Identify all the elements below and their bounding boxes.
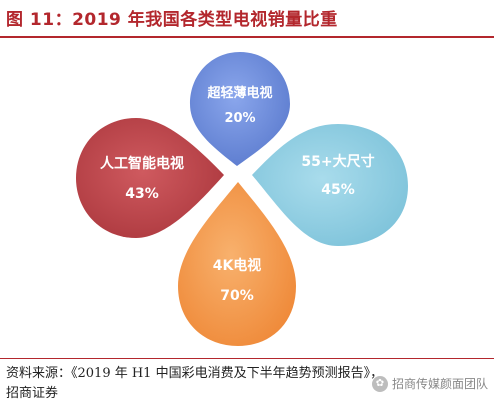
petal-4k-value: 70% <box>220 288 254 304</box>
petal-4k-label: 4K电视 <box>213 257 262 274</box>
source-line-2: 招商证券 <box>6 386 59 401</box>
petal-ai: 人工智能电视 43% <box>76 118 224 238</box>
petal-super-thin-shape <box>190 52 290 166</box>
footer-divider <box>0 358 494 359</box>
watermark-text: 招商传媒颜面团队 <box>391 377 488 391</box>
petal-chart: 超轻薄电视 20% 55+大尺寸 45% 4K电视 70% 人工智能电视 43% <box>76 52 408 346</box>
title-divider <box>0 36 494 38</box>
petal-4k-shape <box>178 182 296 346</box>
source-note: 资料来源：《2019 年 H1 中国彩电消费及下半年趋势预测报告》， 招商证券 <box>6 364 488 404</box>
source-line-1: 资料来源：《2019 年 H1 中国彩电消费及下半年趋势预测报告》， <box>6 366 384 381</box>
petal-super-thin: 超轻薄电视 20% <box>190 52 290 166</box>
petal-large-screen-shape <box>252 124 408 246</box>
watermark: ✿ 招商传媒颜面团队 <box>371 375 488 392</box>
petal-ai-shape <box>76 118 224 238</box>
wechat-icon: ✿ <box>371 375 388 392</box>
petal-4k: 4K电视 70% <box>178 182 296 346</box>
petal-large-screen: 55+大尺寸 45% <box>252 124 408 246</box>
petal-large-screen-label: 55+大尺寸 <box>301 153 374 170</box>
petal-ai-label: 人工智能电视 <box>100 155 184 172</box>
petal-super-thin-value: 20% <box>224 111 255 126</box>
petal-large-screen-value: 45% <box>321 182 355 198</box>
petal-super-thin-label: 超轻薄电视 <box>207 85 272 101</box>
title-bar: 图 11：2019 年我国各类型电视销量比重 <box>0 0 494 34</box>
chart-title: 图 11：2019 年我国各类型电视销量比重 <box>6 9 338 30</box>
petal-ai-value: 43% <box>125 186 159 202</box>
